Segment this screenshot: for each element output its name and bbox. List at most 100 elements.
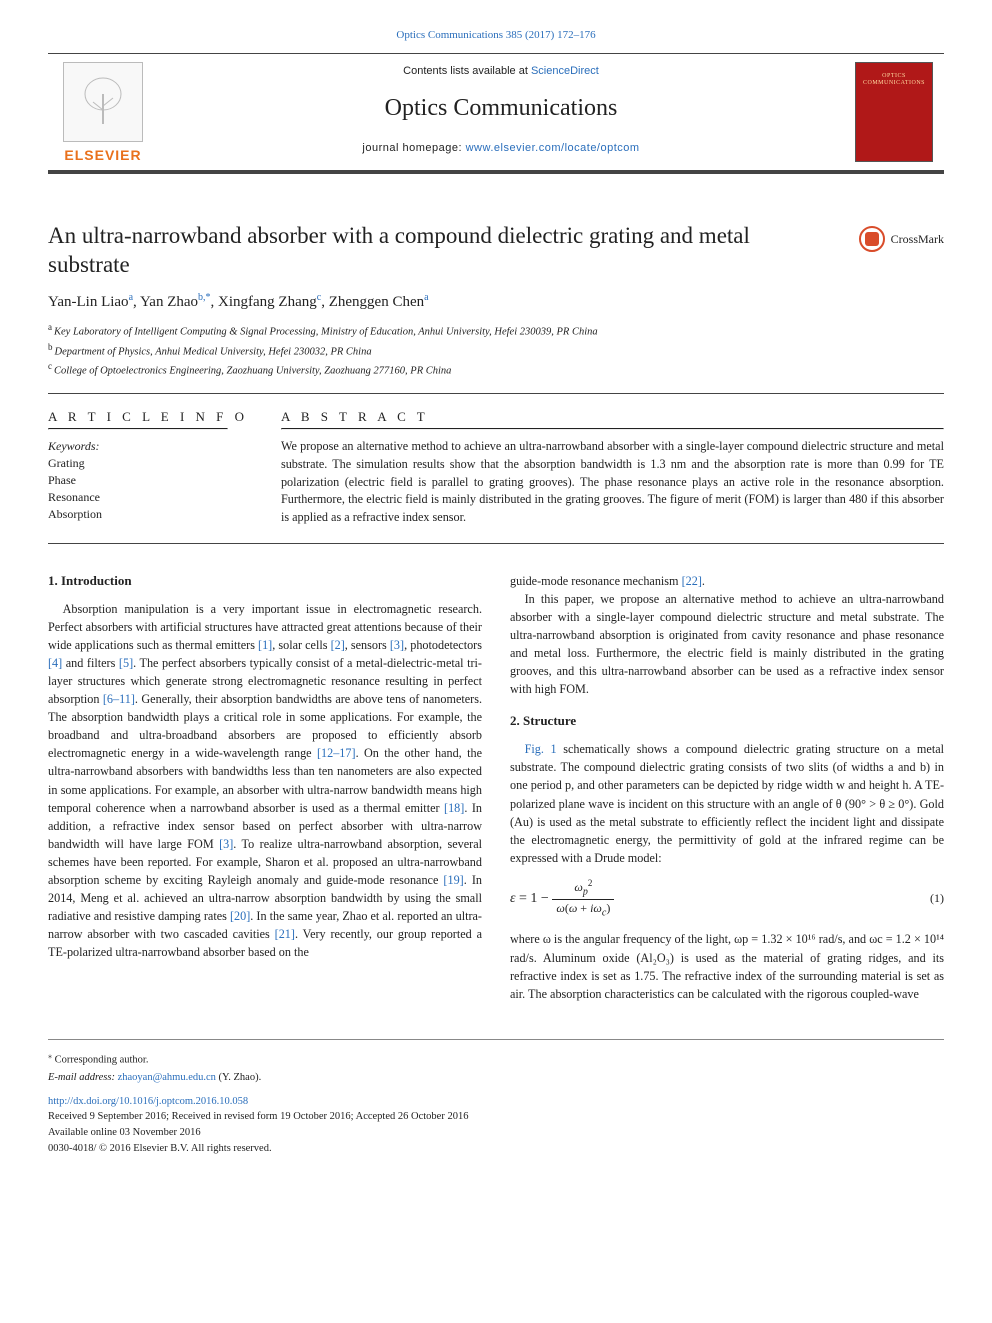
author: Yan-Lin Liaoa <box>48 294 133 310</box>
author-aff-link[interactable]: a <box>129 292 133 303</box>
cover-title-2: COMMUNICATIONS <box>863 80 925 87</box>
crossmark-icon-inner <box>865 232 879 246</box>
ref-link[interactable]: [3] <box>390 638 404 652</box>
journal-banner: ELSEVIER Contents lists available at Sci… <box>48 53 944 174</box>
keyword: Grating <box>48 455 261 472</box>
doi-line: http://dx.doi.org/10.1016/j.optcom.2016.… <box>48 1094 944 1110</box>
author-name: Xingfang Zhang <box>218 294 317 310</box>
affiliation: bDepartment of Physics, Anhui Medical Un… <box>48 341 944 360</box>
affiliation: aKey Laboratory of Intelligent Computing… <box>48 321 944 340</box>
paragraph: Absorption manipulation is a very import… <box>48 600 482 961</box>
equation: ε = 1 − ωp2ω(ω + iωc) <box>510 877 614 921</box>
affiliations: aKey Laboratory of Intelligent Computing… <box>48 321 944 379</box>
equation-row: ε = 1 − ωp2ω(ω + iωc) (1) <box>510 877 944 921</box>
ref-link[interactable]: [4] <box>48 656 62 670</box>
figure-link[interactable]: Fig. 1 <box>525 742 557 756</box>
aff-text: Key Laboratory of Intelligent Computing … <box>54 327 598 338</box>
ref-link[interactable]: [1] <box>258 638 272 652</box>
section-heading-intro: 1. Introduction <box>48 572 482 590</box>
author: Xingfang Zhangc <box>218 294 321 310</box>
abstract-text: We propose an alternative method to achi… <box>281 438 944 526</box>
aff-text: Department of Physics, Anhui Medical Uni… <box>55 346 372 357</box>
text-run: schematically shows a compound dielectri… <box>510 742 944 864</box>
paragraph: where ω is the angular frequency of the … <box>510 930 944 1002</box>
email-line: E-mail address: zhaoyan@ahmu.edu.cn (Y. … <box>48 1070 944 1086</box>
ref-link[interactable]: [21] <box>275 927 295 941</box>
elsevier-tree-icon <box>63 62 143 142</box>
ref-link[interactable]: [20] <box>230 909 250 923</box>
ref-link[interactable]: [2] <box>331 638 345 652</box>
corresponding-author-note: ⁎ Corresponding author. <box>48 1050 944 1068</box>
keyword: Resonance <box>48 489 261 506</box>
crossmark-icon <box>859 226 885 252</box>
article-info-head: A R T I C L E I N F O <box>48 408 261 426</box>
abstract-rule <box>281 428 944 430</box>
paragraph: Fig. 1 schematically shows a compound di… <box>510 740 944 866</box>
elsevier-wordmark: ELSEVIER <box>64 146 141 166</box>
article-info-abstract-row: A R T I C L E I N F O Keywords: Grating … <box>48 394 944 543</box>
copyright-line: 0030-4018/ © 2016 Elsevier B.V. All righ… <box>48 1141 944 1157</box>
paragraph: In this paper, we propose an alternative… <box>510 590 944 698</box>
paragraph: guide-mode resonance mechanism [22]. <box>510 572 944 590</box>
author: Yan Zhaob,* <box>140 294 211 310</box>
keyword: Absorption <box>48 506 261 523</box>
aff-mark: c <box>48 361 52 371</box>
section-heading-structure: 2. Structure <box>510 712 944 730</box>
journal-homepage-link[interactable]: www.elsevier.com/locate/optcom <box>466 142 640 154</box>
divider <box>48 543 944 544</box>
author-name: Yan-Lin Liao <box>48 294 129 310</box>
email-link[interactable]: zhaoyan@ahmu.edu.cn <box>118 1072 216 1083</box>
text-run: , sensors <box>345 638 390 652</box>
author: Zhenggen Chena <box>329 294 429 310</box>
ref-link[interactable]: [19] <box>443 873 463 887</box>
journal-name: Optics Communications <box>166 92 836 126</box>
contents-prefix: Contents lists available at <box>403 65 531 77</box>
crossmark-label: CrossMark <box>891 231 944 248</box>
ref-link[interactable]: [22] <box>682 574 702 588</box>
ref-link[interactable]: [6–11] <box>103 692 135 706</box>
text-run: and filters <box>62 656 119 670</box>
tree-icon <box>73 72 133 132</box>
text-run: , photodetectors <box>404 638 482 652</box>
article-info-rule <box>48 428 228 430</box>
ref-link[interactable]: [18] <box>444 801 464 815</box>
author-list: Yan-Lin Liaoa, Yan Zhaob,*, Xingfang Zha… <box>48 291 944 313</box>
journal-issue-link[interactable]: Optics Communications 385 (2017) 172–176 <box>396 29 595 41</box>
author-aff-link[interactable]: c <box>317 292 321 303</box>
body-columns: 1. Introduction Absorption manipulation … <box>48 572 944 1003</box>
ref-link[interactable]: [5] <box>119 656 133 670</box>
email-label: E-mail address: <box>48 1072 118 1083</box>
author-name: Zhenggen Chen <box>329 294 424 310</box>
email-name: (Y. Zhao). <box>216 1072 261 1083</box>
page-footer: ⁎ Corresponding author. E-mail address: … <box>48 1039 944 1157</box>
sciencedirect-link[interactable]: ScienceDirect <box>531 65 599 77</box>
journal-cover-block: OPTICS COMMUNICATIONS <box>844 54 944 170</box>
journal-homepage-line: journal homepage: www.elsevier.com/locat… <box>166 141 836 156</box>
crossmark-widget[interactable]: CrossMark <box>859 226 944 252</box>
title-block: An ultra-narrowband absorber with a comp… <box>48 222 944 280</box>
publisher-logo-block: ELSEVIER <box>48 54 158 170</box>
author-aff-link[interactable]: b,* <box>198 292 211 303</box>
aff-mark: a <box>48 322 52 332</box>
journal-cover-thumb: OPTICS COMMUNICATIONS <box>855 62 933 162</box>
equation-number: (1) <box>930 890 944 907</box>
corr-text: Corresponding author. <box>55 1054 149 1065</box>
paper-title: An ultra-narrowband absorber with a comp… <box>48 222 768 280</box>
affiliation: cCollege of Optoelectronics Engineering,… <box>48 360 944 379</box>
homepage-prefix: journal homepage: <box>362 142 465 154</box>
journal-issue-line: Optics Communications 385 (2017) 172–176 <box>48 28 944 43</box>
left-column: 1. Introduction Absorption manipulation … <box>48 572 482 1003</box>
right-column: guide-mode resonance mechanism [22]. In … <box>510 572 944 1003</box>
ref-link[interactable]: [12–17] <box>317 746 356 760</box>
keyword: Phase <box>48 472 261 489</box>
cover-title-1: OPTICS <box>882 73 906 80</box>
keywords-label: Keywords: <box>48 438 261 455</box>
text-run: . <box>702 574 705 588</box>
aff-text: College of Optoelectronics Engineering, … <box>54 365 451 376</box>
author-aff-link[interactable]: a <box>424 292 428 303</box>
contents-list-line: Contents lists available at ScienceDirec… <box>166 64 836 79</box>
ref-link[interactable]: [3] <box>219 837 233 851</box>
doi-link[interactable]: http://dx.doi.org/10.1016/j.optcom.2016.… <box>48 1096 248 1107</box>
banner-center: Contents lists available at ScienceDirec… <box>158 54 844 170</box>
online-line: Available online 03 November 2016 <box>48 1125 944 1141</box>
